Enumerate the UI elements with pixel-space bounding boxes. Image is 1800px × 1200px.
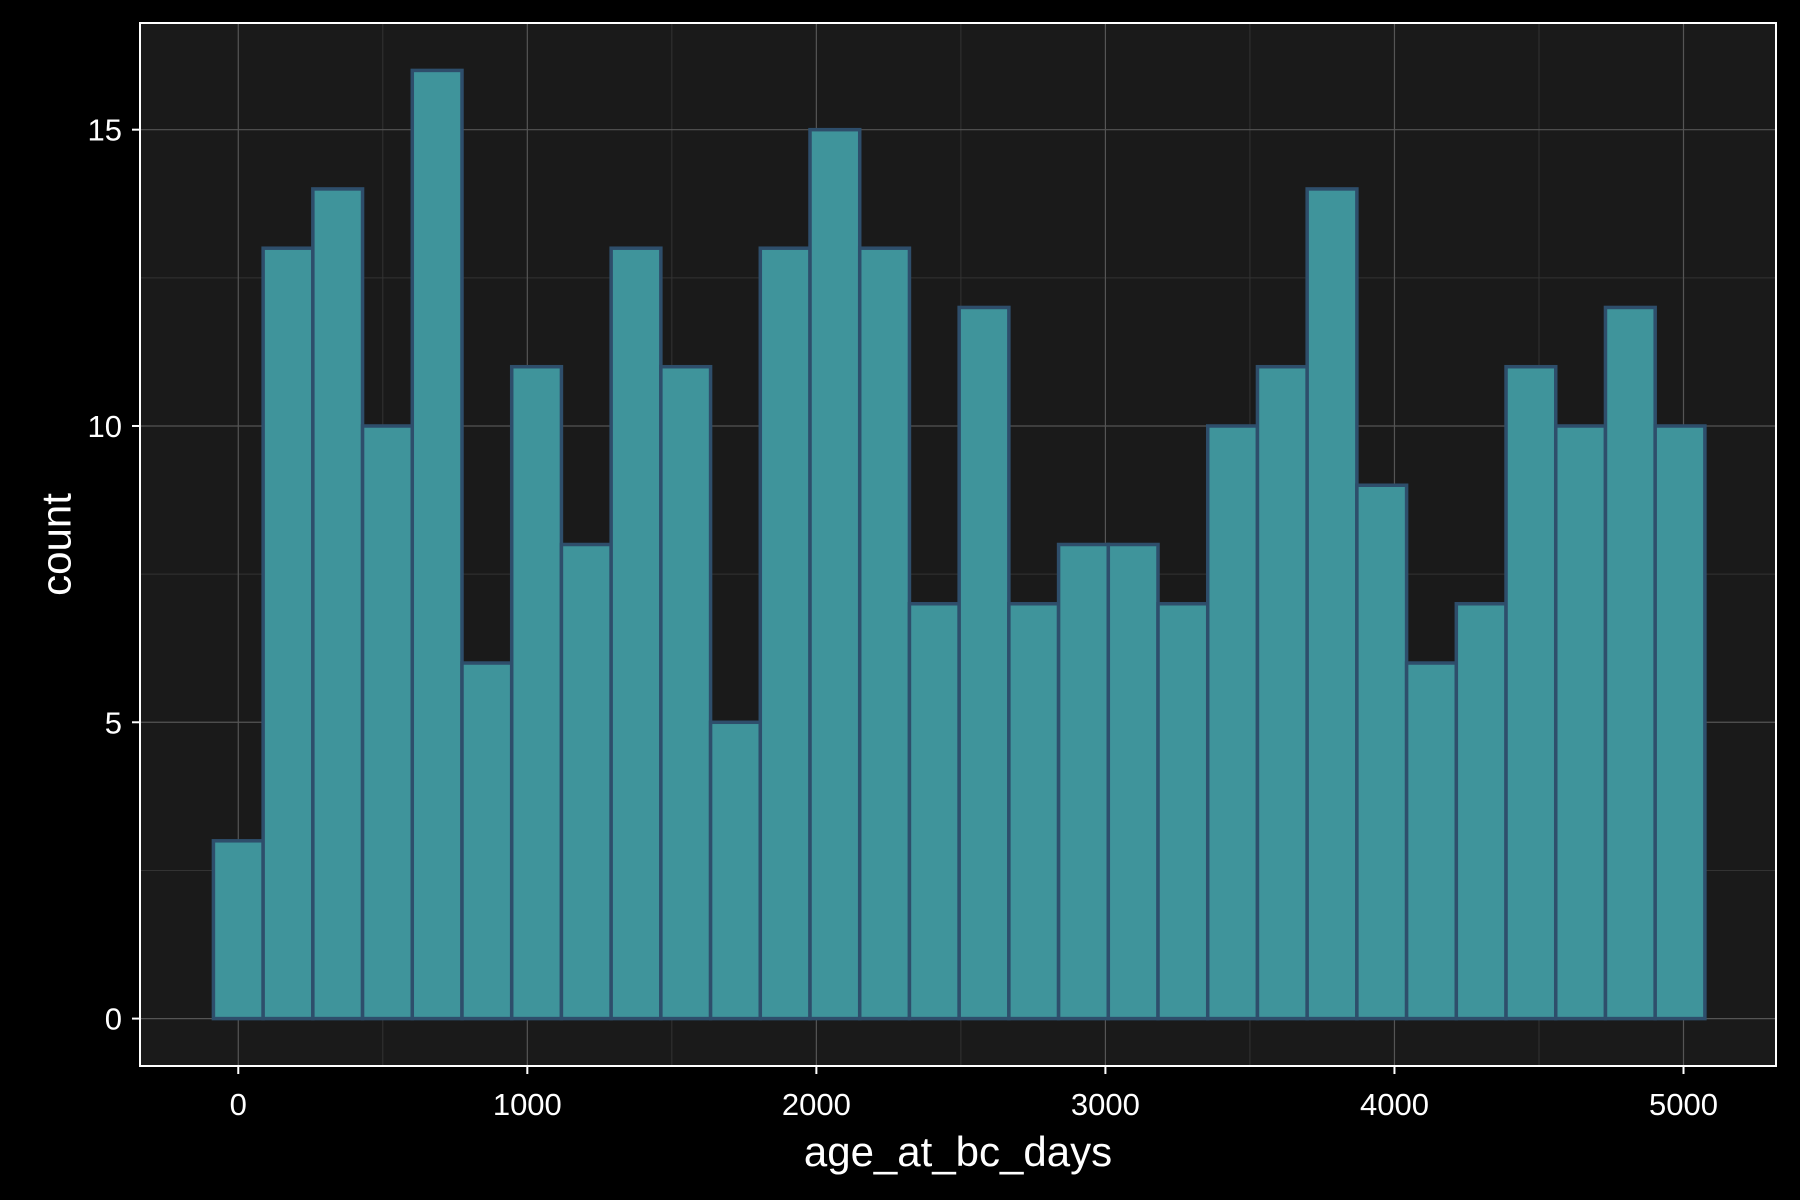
- histogram-bar: [907, 602, 961, 1021]
- x-tick-label: 2000: [782, 1087, 851, 1122]
- histogram-bar: [1603, 305, 1657, 1021]
- histogram-bar: [460, 661, 514, 1021]
- histogram-bar: [1553, 424, 1608, 1021]
- histogram-bar: [708, 720, 763, 1021]
- x-axis-title: age_at_bc_days: [804, 1128, 1112, 1175]
- x-tick-label: 5000: [1649, 1087, 1718, 1122]
- histogram-bar: [1653, 424, 1707, 1021]
- histogram-bar: [758, 246, 812, 1021]
- histogram-bar: [311, 187, 365, 1021]
- histogram-bar: [1056, 542, 1111, 1021]
- y-axis-ticks: 0 5 10 15: [88, 113, 140, 1037]
- histogram-bar: [1454, 602, 1508, 1021]
- histogram-bar: [410, 68, 464, 1021]
- histogram-bar: [1007, 602, 1061, 1021]
- histogram-bar: [1205, 424, 1260, 1021]
- x-tick-label: 3000: [1071, 1087, 1140, 1122]
- histogram-bars: [211, 68, 1707, 1021]
- histogram-bar: [211, 839, 265, 1021]
- y-tick-label: 10: [88, 409, 122, 444]
- x-tick-label: 4000: [1360, 1087, 1429, 1122]
- histogram-bar: [1404, 661, 1459, 1021]
- histogram-bar: [957, 305, 1011, 1021]
- histogram-bar: [857, 246, 912, 1021]
- histogram-bar: [1305, 187, 1359, 1021]
- histogram-bar: [509, 364, 564, 1021]
- y-tick-label: 0: [105, 1002, 122, 1037]
- histogram-bar: [659, 364, 713, 1021]
- histogram-bar: [1255, 364, 1309, 1021]
- x-tick-label: 1000: [493, 1087, 562, 1122]
- histogram-bar: [1156, 602, 1210, 1021]
- histogram-bar: [609, 246, 663, 1021]
- histogram-bar: [261, 246, 315, 1021]
- histogram-bar: [559, 542, 613, 1021]
- x-axis-ticks: 0 1000 2000 3000 4000 5000: [230, 1066, 1718, 1122]
- plot-border: [139, 22, 1777, 1067]
- x-tick-label: 0: [230, 1087, 247, 1122]
- y-tick-label: 15: [88, 113, 122, 148]
- histogram-bar: [1504, 364, 1558, 1021]
- histogram-bar: [808, 127, 862, 1021]
- histogram-bar: [360, 424, 415, 1021]
- histogram-bar: [1355, 483, 1409, 1021]
- histogram-bar: [1106, 542, 1160, 1021]
- y-tick-label: 5: [105, 705, 122, 740]
- y-axis-title: count: [33, 493, 80, 596]
